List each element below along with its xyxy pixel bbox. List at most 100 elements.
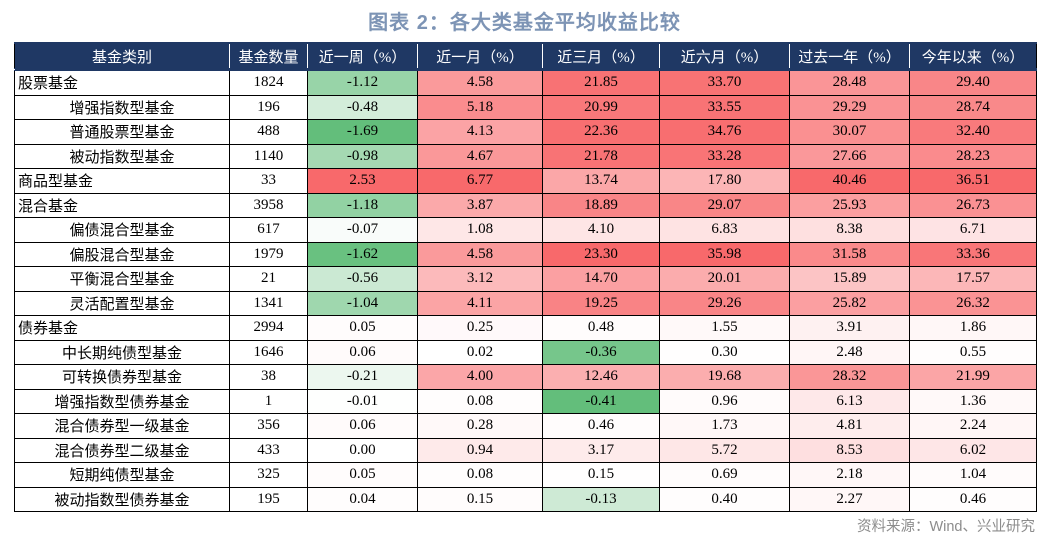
table-row: 被动指数型债券基金 195 0.04 0.15 -0.13 0.40 2.27 0.46 — [14, 486, 1037, 512]
table-row: 股票基金 1824 -1.12 4.58 21.85 33.70 28.48 29.40 — [14, 69, 1037, 96]
return-value-cell: 33.36 — [909, 241, 1037, 267]
column-header-ytd: 今年以来（%） — [909, 42, 1037, 71]
return-value-cell: 0.05 — [307, 462, 418, 488]
return-value-cell: 0.04 — [307, 486, 418, 512]
return-value-cell: 0.28 — [417, 413, 543, 439]
fund-count-cell: 1979 — [229, 241, 308, 267]
return-value-cell: 33.28 — [659, 143, 790, 169]
table-header: 基金类别 基金数量 近一周（%） 近一月（%） 近三月（%） 近六月（%） 过去… — [14, 42, 1037, 71]
table-row: 中长期纯债型基金 1646 0.06 0.02 -0.36 0.30 2.48 0.55 — [14, 339, 1037, 365]
table-row: 混合债券型二级基金 433 0.00 0.94 3.17 5.72 8.53 6.02 — [14, 437, 1037, 463]
fund-count-cell: 356 — [229, 413, 308, 439]
return-value-cell: 1.08 — [417, 217, 543, 243]
return-value-cell: 0.69 — [659, 462, 790, 488]
return-value-cell: 19.25 — [542, 290, 660, 316]
return-value-cell: 5.72 — [659, 437, 790, 463]
fund-count-cell: 325 — [229, 462, 308, 488]
return-value-cell: 3.17 — [542, 437, 660, 463]
fund-category-cell: 普通股票型基金 — [14, 119, 230, 145]
return-value-cell: 29.07 — [659, 192, 790, 218]
return-value-cell: 15.89 — [789, 266, 910, 292]
return-value-cell: 2.18 — [789, 462, 910, 488]
table-row: 增强指数型基金 196 -0.48 5.18 20.99 33.55 29.29 28.74 — [14, 94, 1037, 120]
return-value-cell: 0.00 — [307, 437, 418, 463]
return-value-cell: 35.98 — [659, 241, 790, 267]
table-row: 混合债券型一级基金 356 0.06 0.28 0.46 1.73 4.81 2.24 — [14, 413, 1037, 439]
return-value-cell: 3.12 — [417, 266, 543, 292]
fund-count-cell: 1140 — [229, 143, 308, 169]
fund-category-cell: 混合债券型二级基金 — [14, 437, 230, 463]
return-value-cell: 0.06 — [307, 413, 418, 439]
return-value-cell: 0.30 — [659, 339, 790, 365]
return-value-cell: 0.96 — [659, 388, 790, 414]
return-value-cell: 19.68 — [659, 364, 790, 390]
return-value-cell: 36.51 — [909, 168, 1037, 194]
table-row: 短期纯债型基金 325 0.05 0.08 0.15 0.69 2.18 1.04 — [14, 462, 1037, 488]
return-value-cell: 28.32 — [789, 364, 910, 390]
table-row: 灵活配置型基金 1341 -1.04 4.11 19.25 29.26 25.82 26.32 — [14, 290, 1037, 316]
fund-category-cell: 股票基金 — [14, 69, 230, 96]
return-value-cell: 0.48 — [542, 315, 660, 341]
table-row: 平衡混合型基金 21 -0.56 3.12 14.70 20.01 15.89 17.57 — [14, 266, 1037, 292]
return-value-cell: 2.24 — [909, 413, 1037, 439]
fund-category-cell: 偏债混合型基金 — [14, 217, 230, 243]
header-row: 基金类别 基金数量 近一周（%） 近一月（%） 近三月（%） 近六月（%） 过去… — [14, 42, 1037, 71]
return-value-cell: 26.32 — [909, 290, 1037, 316]
return-value-cell: -1.18 — [307, 192, 418, 218]
return-value-cell: 29.26 — [659, 290, 790, 316]
fund-count-cell: 1341 — [229, 290, 308, 316]
return-value-cell: -0.07 — [307, 217, 418, 243]
return-value-cell: -1.04 — [307, 290, 418, 316]
fund-category-cell: 中长期纯债型基金 — [14, 339, 230, 365]
return-value-cell: 6.71 — [909, 217, 1037, 243]
return-value-cell: 18.89 — [542, 192, 660, 218]
return-value-cell: 29.29 — [789, 94, 910, 120]
return-value-cell: 0.15 — [542, 462, 660, 488]
source-note: 资料来源：Wind、兴业研究 — [856, 519, 1035, 535]
fund-count-cell: 433 — [229, 437, 308, 463]
return-value-cell: 3.87 — [417, 192, 543, 218]
return-value-cell: -0.01 — [307, 388, 418, 414]
return-value-cell: 12.46 — [542, 364, 660, 390]
fund-count-cell: 38 — [229, 364, 308, 390]
return-value-cell: 1.86 — [909, 315, 1037, 341]
return-value-cell: 0.40 — [659, 486, 790, 512]
fund-count-cell: 1824 — [229, 69, 308, 96]
page-title: 图表 2：各大类基金平均收益比较 — [368, 12, 681, 34]
table-row: 被动指数型基金 1140 -0.98 4.67 21.78 33.28 27.66 28.23 — [14, 143, 1037, 169]
table-row: 债券基金 2994 0.05 0.25 0.48 1.55 3.91 1.86 — [14, 315, 1037, 341]
return-value-cell: 1.73 — [659, 413, 790, 439]
fund-category-cell: 被动指数型基金 — [14, 143, 230, 169]
return-value-cell: -0.48 — [307, 94, 418, 120]
column-header-1week: 近一周（%） — [307, 42, 418, 71]
fund-category-cell: 被动指数型债券基金 — [14, 486, 230, 512]
return-value-cell: 32.40 — [909, 119, 1037, 145]
fund-category-cell: 灵活配置型基金 — [14, 290, 230, 316]
return-value-cell: 8.38 — [789, 217, 910, 243]
return-value-cell: 6.77 — [417, 168, 543, 194]
return-value-cell: 17.80 — [659, 168, 790, 194]
return-value-cell: -0.21 — [307, 364, 418, 390]
fund-category-cell: 可转换债券型基金 — [14, 364, 230, 390]
fund-category-cell: 平衡混合型基金 — [14, 266, 230, 292]
fund-returns-table: 基金类别 基金数量 近一周（%） 近一月（%） 近三月（%） 近六月（%） 过去… — [14, 42, 1037, 512]
return-value-cell: 28.74 — [909, 94, 1037, 120]
return-value-cell: 34.76 — [659, 119, 790, 145]
fund-count-cell: 617 — [229, 217, 308, 243]
return-value-cell: 20.99 — [542, 94, 660, 120]
return-value-cell: 4.58 — [417, 69, 543, 96]
return-value-cell: 4.67 — [417, 143, 543, 169]
return-value-cell: 1.36 — [909, 388, 1037, 414]
return-value-cell: -0.98 — [307, 143, 418, 169]
fund-category-cell: 混合基金 — [14, 192, 230, 218]
return-value-cell: 4.10 — [542, 217, 660, 243]
fund-count-cell: 196 — [229, 94, 308, 120]
table-body: 股票基金 1824 -1.12 4.58 21.85 33.70 28.48 29.40 增强指… — [14, 69, 1037, 512]
return-value-cell: 0.08 — [417, 388, 543, 414]
return-value-cell: -1.69 — [307, 119, 418, 145]
return-value-cell: 4.00 — [417, 364, 543, 390]
return-value-cell: 21.99 — [909, 364, 1037, 390]
fund-count-cell: 195 — [229, 486, 308, 512]
fund-count-cell: 488 — [229, 119, 308, 145]
